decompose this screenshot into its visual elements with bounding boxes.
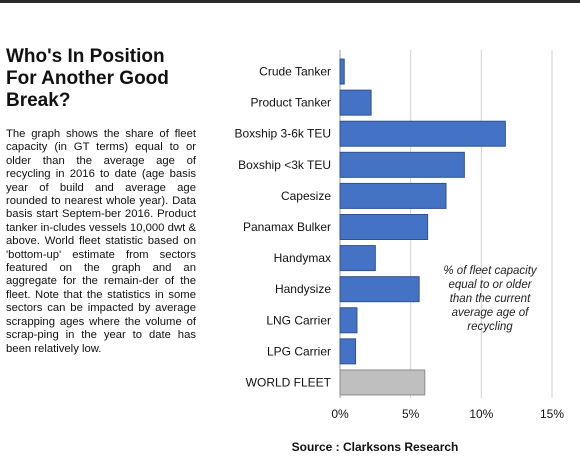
bar-handysize (339, 276, 420, 303)
category-label-product-tanker: Product Tanker (251, 96, 332, 110)
category-label-capesize: Capesize (281, 189, 331, 203)
bar-world-fleet (339, 369, 426, 396)
tick-label-10: 10% (469, 407, 493, 421)
bar-capesize (339, 182, 447, 209)
bar-layer (339, 58, 506, 396)
annotation-line: % of fleet capacity (443, 265, 538, 277)
category-label-handysize: Handysize (275, 282, 331, 296)
source-credit: Source : Clarksons Research (291, 440, 459, 454)
description-text: The graph shows the share of fleet capac… (6, 128, 196, 355)
category-label-lpg-carrier: LPG Carrier (267, 344, 331, 358)
annotation-line: than the current (450, 293, 531, 305)
bar-lpg-carrier (339, 338, 357, 365)
bar-crude-tanker (339, 58, 345, 85)
tick-label-5: 5% (402, 407, 420, 421)
tick-label-15: 15% (540, 407, 564, 421)
annotation-line: recycling (467, 321, 513, 333)
top-rule (0, 0, 580, 3)
annotation-line: equal to or older (448, 279, 532, 291)
bar-boxship-3k-teu (339, 151, 465, 178)
bar-panamax-bulker (339, 214, 429, 240)
bar-product-tanker (339, 89, 372, 116)
page-title: Who's In Position For Another Good Break… (6, 46, 169, 111)
bar-handymax (339, 245, 376, 272)
category-label-crude-tanker: Crude Tanker (259, 65, 331, 79)
category-label-panamax-bulker: Panamax Bulker (243, 220, 331, 234)
category-label-boxship-3k-teu: Boxship <3k TEU (238, 158, 331, 172)
bar-lng-carrier (339, 307, 358, 334)
annotation-line: average age of (452, 307, 531, 319)
category-label-lng-carrier: LNG Carrier (266, 313, 331, 327)
tick-labels: 0% 5% 10% 15% (331, 407, 564, 421)
category-label-world-fleet: WORLD FLEET (246, 375, 332, 389)
tick-label-0: 0% (331, 407, 349, 421)
chart-annotation: % of fleet capacity equal to or older than… (443, 265, 538, 333)
category-label-handymax: Handymax (274, 251, 331, 265)
bar-boxship-3-6k-teu (339, 120, 506, 147)
category-labels: Crude Tanker Product Tanker Boxship 3-6k T… (235, 65, 332, 390)
category-label-boxship-3-6k-teu: Boxship 3-6k TEU (235, 127, 332, 141)
